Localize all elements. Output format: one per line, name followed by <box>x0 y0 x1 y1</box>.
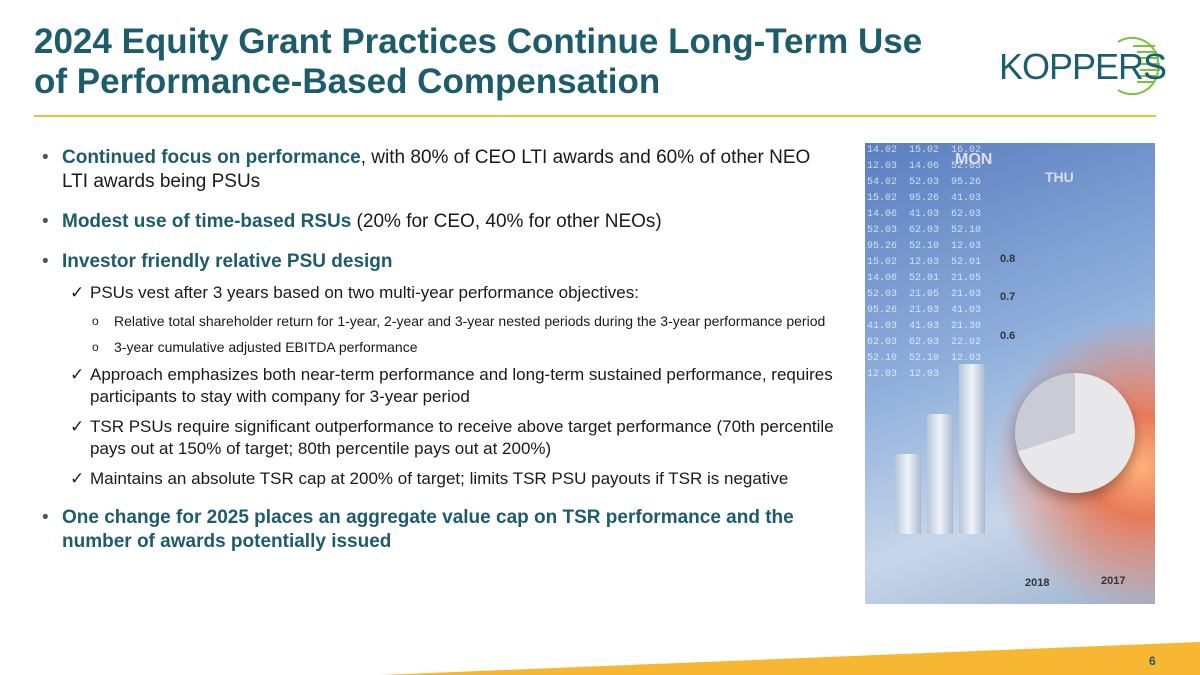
slide-title: 2024 Equity Grant Practices Continue Lon… <box>34 22 923 101</box>
check-icon: ✓ <box>70 365 85 384</box>
bullet-performance-focus: Continued focus on performance, with 80%… <box>40 146 840 194</box>
content-body: Continued focus on performance, with 80%… <box>40 146 840 570</box>
check-icon: ✓ <box>70 469 85 488</box>
bullet-rsus: Modest use of time-based RSUs (20% for C… <box>40 210 840 234</box>
sub-sub-bullet: o Relative total shareholder return for 1… <box>92 313 826 329</box>
page-number: 6 <box>1149 654 1156 668</box>
bullet-psu-design: Investor friendly relative PSU design <box>40 250 840 274</box>
sub-bullet: ✓ Approach emphasizes both near-term perf… <box>70 365 833 406</box>
koppers-logo: KOPPERS <box>995 36 1167 96</box>
check-icon: ✓ <box>70 283 85 302</box>
title-divider <box>34 115 1156 117</box>
bullet-2025-change: One change for 2025 places an aggregate … <box>40 506 840 554</box>
logo-text: KOPPERS <box>999 46 1167 87</box>
pie-graphic <box>1015 373 1135 493</box>
sub-bullet: ✓ TSR PSUs require significant outperform… <box>70 417 834 458</box>
circle-bullet-icon: o <box>92 314 99 328</box>
sub-sub-bullet: o 3-year cumulative adjusted EBITDA perfo… <box>92 339 418 355</box>
sub-bullet: ✓ PSUs vest after 3 years based on two mu… <box>70 283 639 302</box>
check-icon: ✓ <box>70 417 85 436</box>
financial-chart-photo: 14.02 15.02 16.02 12.03 14.06 52.03 54.0… <box>865 143 1155 604</box>
sub-bullet: ✓ Maintains an absolute TSR cap at 200% o… <box>70 469 789 488</box>
logo-swoosh-icon <box>1117 36 1160 96</box>
circle-bullet-icon: o <box>92 340 99 354</box>
